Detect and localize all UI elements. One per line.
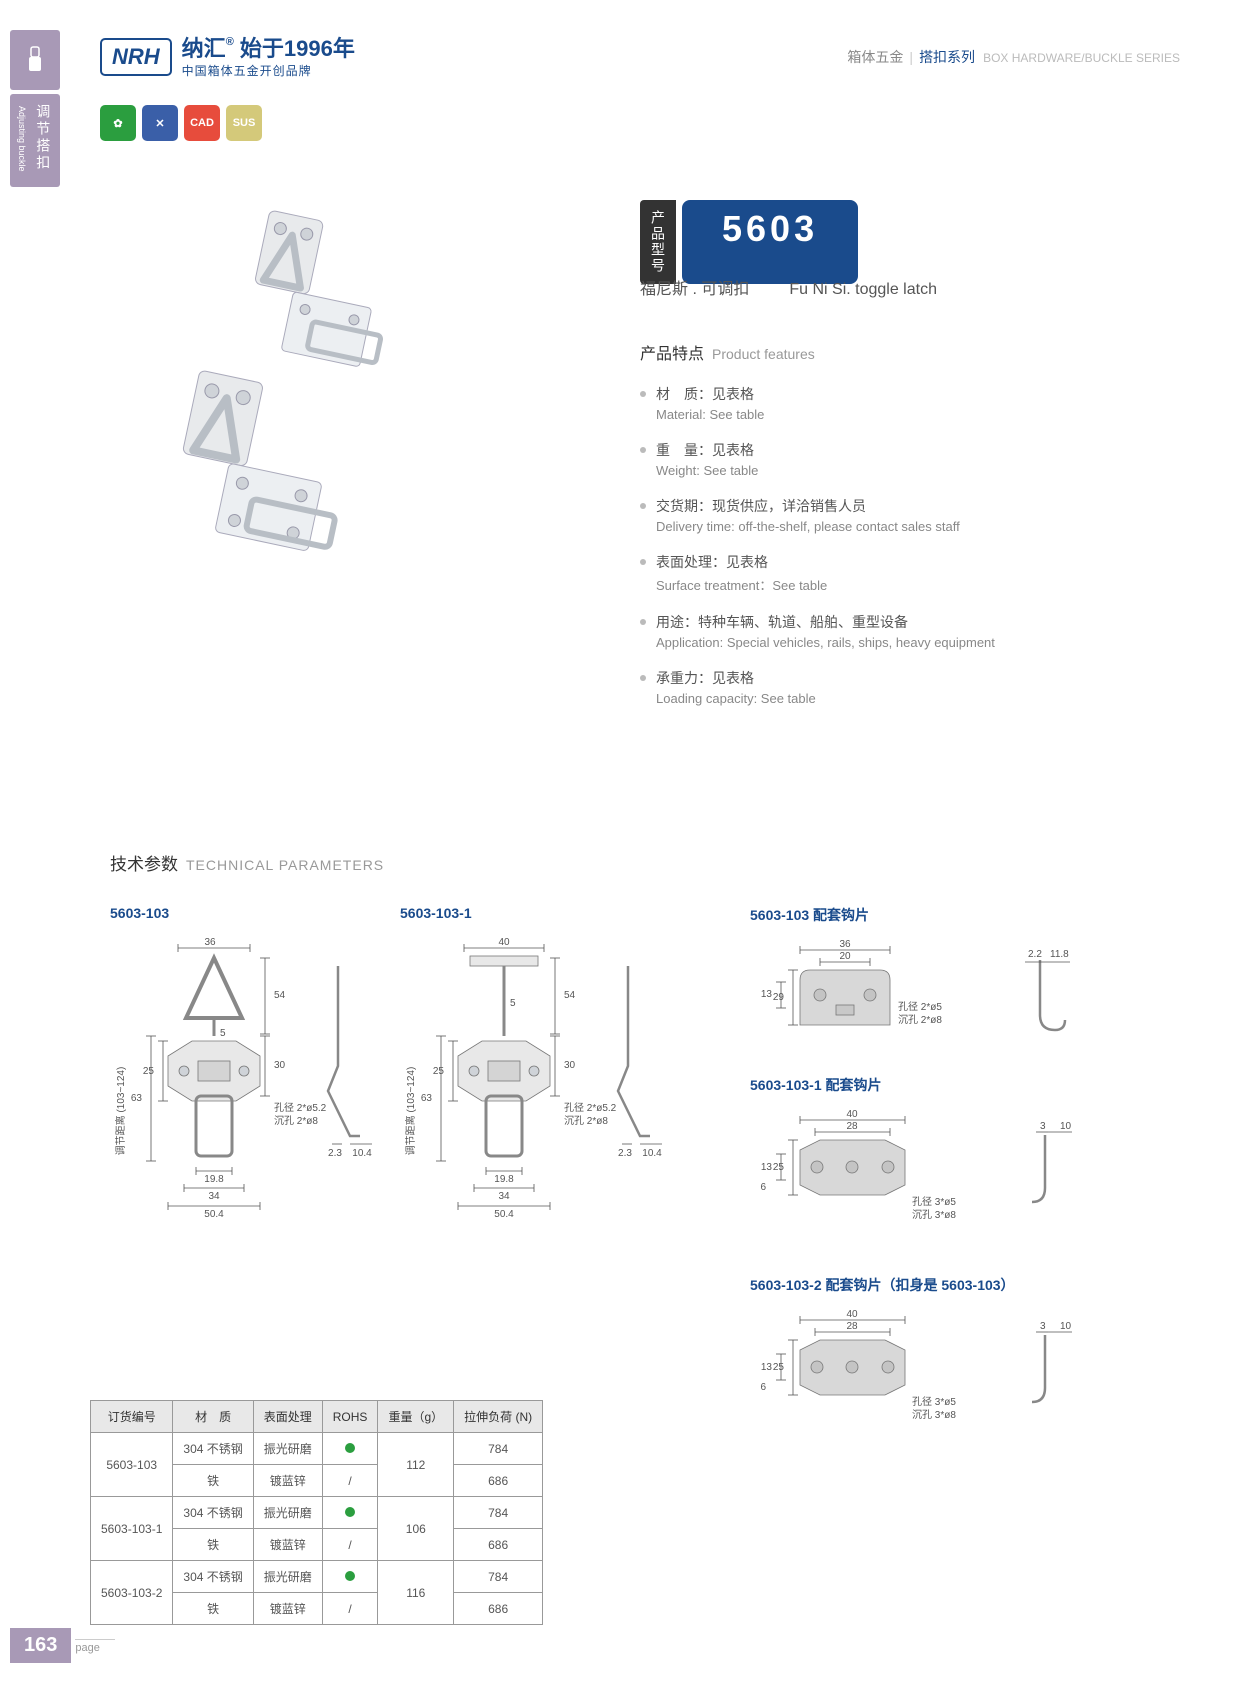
svg-text:孔径 2*ø5.2: 孔径 2*ø5.2 [274,1101,327,1114]
feature-item: 材 质：见表格Material: See table [640,384,1160,422]
svg-text:25: 25 [143,1066,155,1077]
cert-badges: ✿✕CADSUS [100,105,262,141]
table-row: 5603-103304 不锈钢振光研磨112784 [91,1433,543,1465]
svg-text:13: 13 [761,989,773,1000]
svg-text:3: 3 [1040,1321,1046,1332]
model-badge: 产品型号 5603 [640,200,858,284]
svg-text:54: 54 [274,990,286,1001]
svg-text:沉孔 2*ø8: 沉孔 2*ø8 [274,1114,318,1127]
svg-text:3: 3 [1040,1121,1046,1132]
svg-text:10: 10 [1060,1121,1072,1132]
svg-text:2.3: 2.3 [328,1148,342,1159]
svg-text:沉孔 2*ø8: 沉孔 2*ø8 [898,1013,942,1026]
svg-text:5: 5 [220,1028,226,1039]
svg-text:50.4: 50.4 [494,1209,514,1220]
product-photo [160,200,540,600]
svg-text:2.2: 2.2 [1028,949,1042,960]
diagram-hook-103-1: 5603-103-1 配套钩片 40 28 25 13 6 孔径 3*ø5 沉孔… [750,1075,1170,1265]
table-header: 表面处理 [253,1401,322,1433]
svg-text:沉孔 3*ø8: 沉孔 3*ø8 [912,1408,956,1421]
cert-badge: SUS [226,105,262,141]
feature-item: 用途：特种车辆、轨道、船舶、重型设备Application: Special v… [640,612,1160,650]
svg-text:13: 13 [761,1362,773,1373]
table-header: 材 质 [173,1401,253,1433]
tech-params-title: 技术参数TECHNICAL PARAMETERS [110,850,384,875]
diagram-hook-103: 5603-103 配套钩片 36 20 29 13 孔径 2*ø5 沉孔 2*ø… [750,905,1170,1085]
table-row: 5603-103-1304 不锈钢振光研磨106784 [91,1497,543,1529]
svg-text:10.4: 10.4 [352,1148,372,1159]
svg-text:34: 34 [208,1191,220,1202]
svg-text:调节距离 (103~124): 调节距离 (103~124) [404,1067,417,1156]
feature-item: 重 量：见表格Weight: See table [640,440,1160,478]
header-category: 箱体五金|搭扣系列BOX HARDWARE/BUCKLE SERIES [847,47,1180,67]
svg-text:34: 34 [498,1191,510,1202]
svg-text:19.8: 19.8 [494,1174,514,1185]
svg-text:30: 30 [564,1060,576,1071]
diagram-5603-103-1: 5603-103-1 40 54 5 25 63 调节距离 (103~124) … [400,905,680,1251]
svg-text:20: 20 [839,951,851,962]
svg-text:29: 29 [773,992,785,1003]
svg-text:5: 5 [510,998,516,1009]
model-subtitle: 福尼斯 . 可调扣Fu Ni Si. toggle latch [640,275,937,299]
svg-text:孔径 2*ø5: 孔径 2*ø5 [898,1000,942,1013]
table-header: 重量（g） [378,1401,454,1433]
cert-badge: ✿ [100,105,136,141]
svg-text:50.4: 50.4 [204,1209,224,1220]
svg-text:63: 63 [131,1093,143,1104]
svg-text:调节距离 (103~124): 调节距离 (103~124) [114,1067,127,1156]
side-tab-label: Adjusting buckle 调节搭扣 [10,94,60,187]
svg-text:30: 30 [274,1060,286,1071]
page-number: 163page [10,1628,115,1663]
svg-text:40: 40 [498,937,510,948]
svg-text:40: 40 [846,1310,858,1320]
diagram-5603-103: 5603-103 36 54 5 25 63 调节距离 (103~124) 30 [110,905,390,1251]
svg-text:10: 10 [1060,1321,1072,1332]
features-title: 产品特点Product features [640,340,1160,364]
table-row: 5603-103-2304 不锈钢振光研磨116784 [91,1561,543,1593]
svg-text:6: 6 [760,1182,766,1193]
table-header: 订货编号 [91,1401,173,1433]
svg-text:40: 40 [846,1110,858,1120]
svg-text:36: 36 [204,937,216,948]
svg-text:19.8: 19.8 [204,1174,224,1185]
latch-icon [10,30,60,90]
diagram-hook-103-2: 5603-103-2 配套钩片（扣身是 5603-103） 40 28 25 1… [750,1275,1180,1465]
svg-text:54: 54 [564,990,576,1001]
svg-text:28: 28 [846,1321,858,1332]
svg-text:11.8: 11.8 [1050,949,1069,960]
feature-item: 承重力：见表格Loading capacity: See table [640,668,1160,706]
svg-text:2.3: 2.3 [618,1148,632,1159]
spec-table: 订货编号材 质表面处理ROHS重量（g）拉伸负荷 (N)5603-103304 … [90,1400,543,1625]
svg-text:25: 25 [773,1362,785,1373]
table-header: ROHS [322,1401,378,1433]
cert-badge: ✕ [142,105,178,141]
svg-text:沉孔 2*ø8: 沉孔 2*ø8 [564,1114,608,1127]
svg-text:孔径 2*ø5.2: 孔径 2*ø5.2 [564,1101,617,1114]
side-tab: Adjusting buckle 调节搭扣 [10,30,60,187]
logo: NRH 纳汇® 始于1996年 中国箱体五金开创品牌 [100,35,355,79]
features: 产品特点Product features 材 质：见表格Material: Se… [640,340,1160,724]
svg-text:13: 13 [761,1162,773,1173]
svg-text:孔径 3*ø5: 孔径 3*ø5 [912,1395,956,1408]
svg-text:28: 28 [846,1121,858,1132]
cert-badge: CAD [184,105,220,141]
svg-text:25: 25 [433,1066,445,1077]
svg-text:6: 6 [760,1382,766,1393]
table-header: 拉伸负荷 (N) [454,1401,543,1433]
svg-text:孔径 3*ø5: 孔径 3*ø5 [912,1195,956,1208]
svg-text:25: 25 [773,1162,785,1173]
svg-text:63: 63 [421,1093,433,1104]
feature-item: 交货期：现货供应，详洽销售人员Delivery time: off-the-sh… [640,496,1160,534]
feature-item: 表面处理：见表格Surface treatment：See table [640,552,1160,594]
svg-text:36: 36 [839,940,851,950]
header: NRH 纳汇® 始于1996年 中国箱体五金开创品牌 箱体五金|搭扣系列BOX … [100,35,1180,79]
svg-text:10.4: 10.4 [642,1148,662,1159]
svg-text:沉孔 3*ø8: 沉孔 3*ø8 [912,1208,956,1221]
